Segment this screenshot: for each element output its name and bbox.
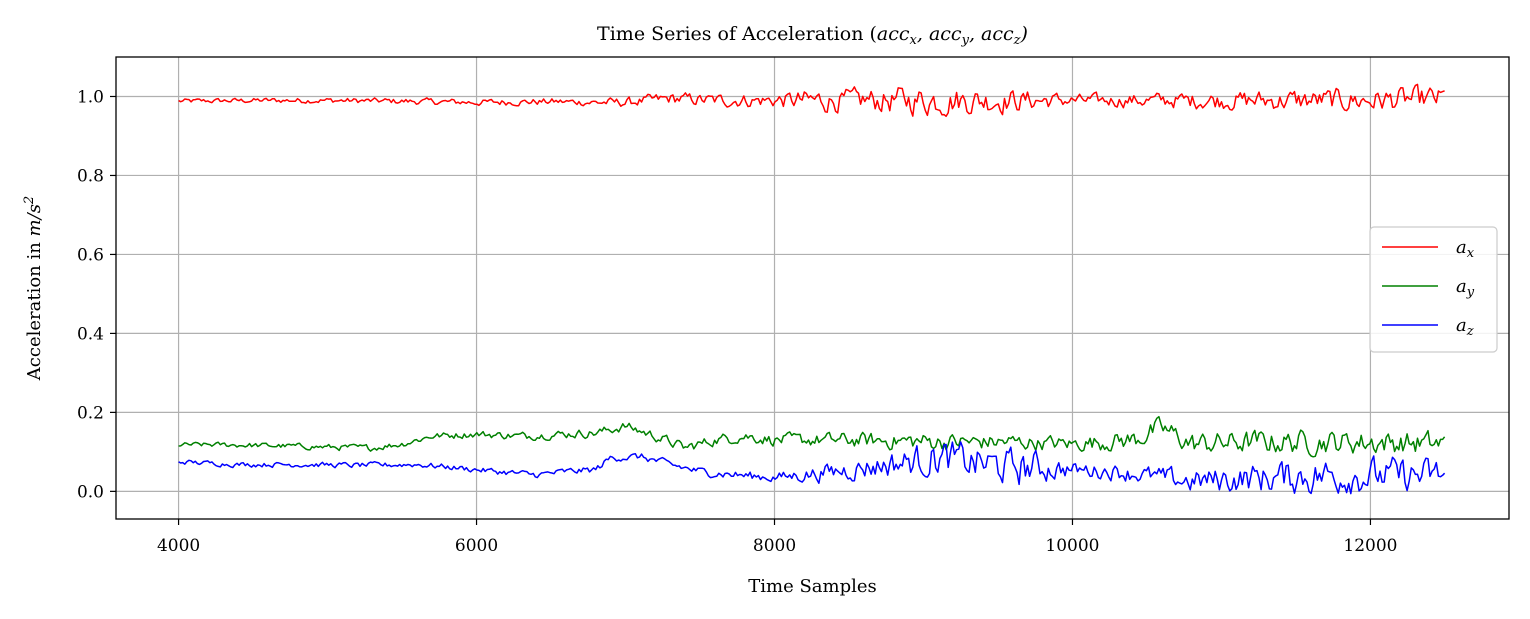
y-tick-label: 0.8	[77, 166, 104, 186]
legend-label: ax	[1456, 237, 1475, 261]
x-axis-title: Time Samples	[748, 576, 877, 597]
series-line-az	[178, 441, 1446, 495]
legend-label: az	[1456, 315, 1474, 339]
x-tick-label: 6000	[455, 536, 498, 556]
plot-area-frame	[115, 56, 1510, 520]
grid-lines	[116, 57, 1509, 519]
x-tick-label: 4000	[157, 536, 200, 556]
x-tick-label: 10000	[1045, 536, 1099, 556]
legend: ax ay az	[1369, 226, 1498, 353]
axis-ticks: 4000 6000 8000 10000 12000 0.0 0.2 0.4 0.6 0.8 1.0	[77, 87, 1398, 556]
y-axis-title: Acceleration in m/s2	[22, 196, 46, 381]
series-line-ay	[178, 415, 1446, 458]
y-tick-label: 0.4	[77, 324, 104, 344]
series-line-ax	[178, 83, 1445, 118]
legend-label: ay	[1456, 276, 1475, 300]
x-tick-label: 8000	[753, 536, 796, 556]
series-layer	[178, 83, 1446, 495]
chart-title: Time Series of Acceleration (accx, accy,…	[597, 23, 1028, 48]
y-tick-label: 0.0	[77, 482, 104, 502]
y-tick-label: 0.2	[77, 403, 104, 423]
x-tick-label: 12000	[1343, 536, 1397, 556]
y-tick-label: 1.0	[77, 87, 104, 107]
legend-box	[1369, 226, 1498, 353]
y-tick-label: 0.6	[77, 245, 104, 265]
